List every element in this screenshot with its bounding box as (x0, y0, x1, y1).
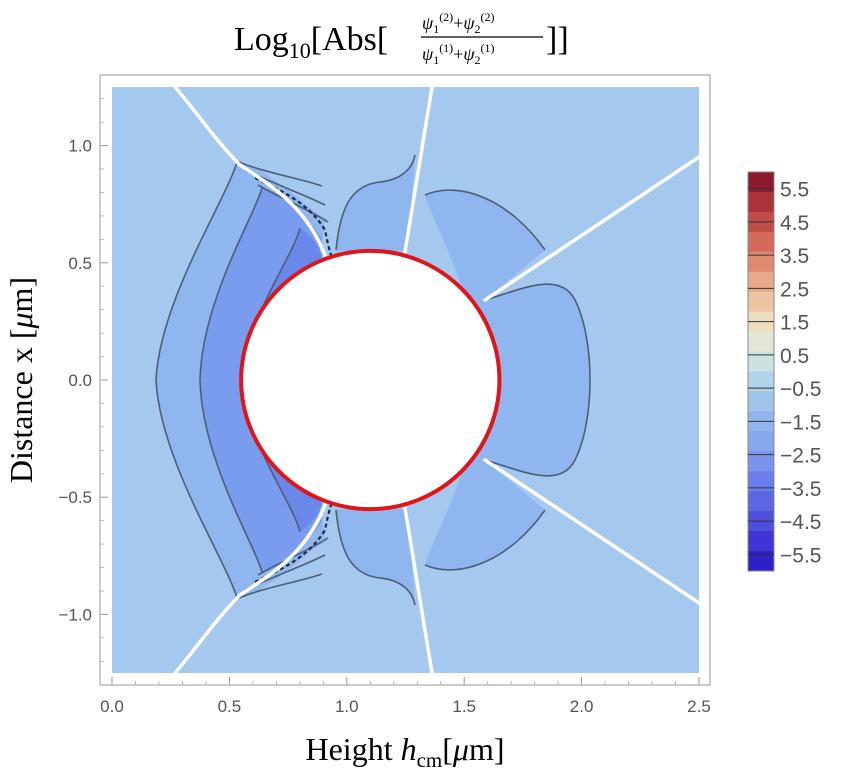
colorbar-band (748, 451, 774, 472)
branch-cut (173, 503, 327, 673)
colorbar-band (748, 172, 774, 193)
x-axis: 0.0 0.5 1.0 1.5 2.0 2.5 (100, 677, 711, 716)
y-axis-label: Distance x [μm] (3, 277, 39, 483)
y-tick-label: 0.5 (68, 254, 92, 273)
colorbar-label: 0.5 (780, 345, 809, 368)
colorbar-label: 3.5 (780, 245, 809, 268)
branch-cut (403, 87, 434, 254)
contour-line (257, 537, 329, 576)
title-numerator: ψ1(2)+ψ2(2) (422, 10, 495, 36)
contour-region-center (336, 155, 415, 605)
y-axis: 1.0 0.5 0.0 −0.5 −1.0 (58, 98, 108, 662)
title-denominator: ψ1(1)+ψ2(1) (422, 41, 495, 67)
x-tick-label: 2.5 (687, 697, 711, 716)
obstacle-circle (239, 248, 502, 512)
colorbar-label: 2.5 (780, 278, 809, 301)
colorbar-labels: 5.5 4.5 3.5 2.5 1.5 0.5 −0.5 −1.5 −2.5 −3.5 −4.5 −5… (780, 179, 821, 568)
contour-line (424, 189, 546, 251)
title-close: ]] (546, 21, 569, 58)
branch-cut (173, 87, 327, 257)
colorbar-band (748, 191, 774, 213)
title-prefix: Log (234, 21, 289, 58)
y-tick-label: −1.0 (58, 605, 92, 624)
title-func: [Abs[ (311, 21, 388, 58)
colorbar-label: 1.5 (780, 312, 809, 335)
colorbar-band (748, 331, 774, 353)
colorbar-band (748, 351, 774, 372)
y-tick-label: 0.0 (68, 371, 92, 390)
colorbar-band (748, 371, 774, 392)
colorbar-label: −0.5 (780, 378, 821, 401)
contour-line (335, 509, 416, 606)
colorbar-label: −1.5 (780, 411, 821, 434)
colorbar-label: 4.5 (780, 212, 809, 235)
x-tick-label: 1.5 (452, 697, 476, 716)
colorbar-band (748, 531, 774, 552)
y-tick-label: −0.5 (58, 488, 92, 507)
x-axis-label: Height hcm[μm] (305, 731, 504, 772)
colorbar-label: 5.5 (780, 179, 809, 202)
svg-text:Log10[Abs[: Log10[Abs[ (234, 21, 388, 63)
colorbar (747, 171, 775, 572)
contour-line (484, 283, 591, 477)
colorbar-label: −4.5 (780, 511, 821, 534)
x-tick-label: 0.5 (218, 697, 242, 716)
colorbar-frame (747, 171, 775, 572)
branch-cuts (173, 87, 699, 673)
y-tick-label: 1.0 (68, 137, 92, 156)
colorbar-band (748, 391, 774, 412)
branch-cut (483, 155, 699, 302)
x-tick-label: 0.0 (100, 697, 124, 716)
colorbar-band (748, 231, 774, 253)
colorbar-band (748, 271, 774, 293)
colorbar-band (748, 431, 774, 452)
x-tick-label: 1.0 (335, 697, 359, 716)
colorbar-band (748, 471, 774, 492)
contour-line (257, 184, 329, 223)
branch-cut (483, 458, 699, 605)
colorbar-label: −5.5 (780, 544, 821, 567)
contour-line (155, 161, 238, 599)
colorbar-band (748, 251, 774, 273)
title-prefix-sub: 10 (289, 38, 311, 63)
contour-region-right (425, 190, 590, 570)
colorbar-band (748, 491, 774, 512)
x-tick-label: 2.0 (570, 697, 594, 716)
chart-title: Log10[Abs[ ψ1(2)+ψ2(2) ψ1(1)+ψ2(1) ]] (234, 10, 569, 67)
contour-line (335, 154, 416, 251)
branch-cut (403, 506, 434, 673)
colorbar-band (748, 551, 774, 572)
colorbar-band (748, 291, 774, 313)
contour-line (199, 187, 263, 573)
colorbar-label: −2.5 (780, 445, 821, 468)
colorbar-label: −3.5 (780, 478, 821, 501)
contour-line (424, 509, 546, 571)
